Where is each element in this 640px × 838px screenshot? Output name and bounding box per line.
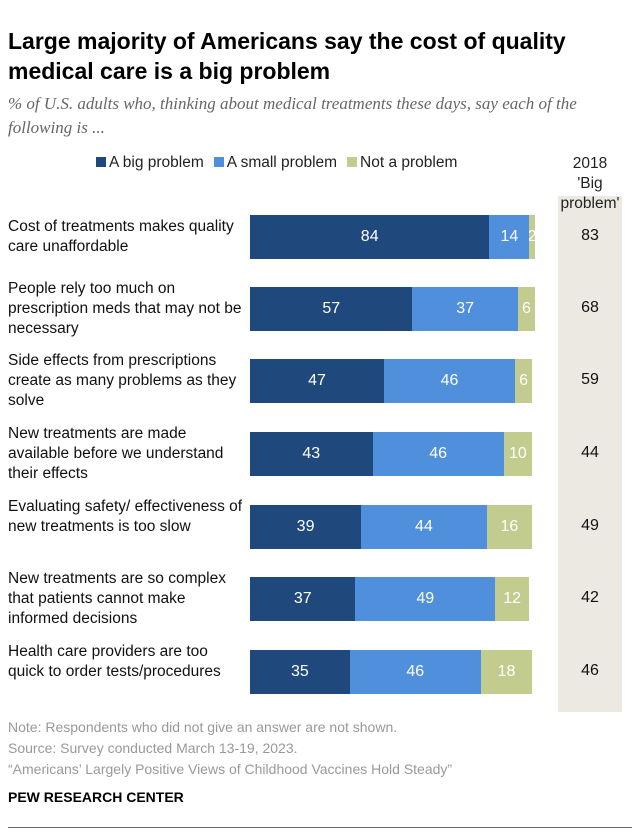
category-label: People rely too much on prescription med… xyxy=(8,280,242,337)
value-2018: 46 xyxy=(581,662,599,679)
chart-subtitle: % of U.S. adults who, thinking about med… xyxy=(8,94,577,137)
bar-segment: 84 xyxy=(250,215,490,259)
legend-item-big: A big problem xyxy=(96,154,204,172)
legend-label: Not a problem xyxy=(360,154,458,171)
column-2018-background xyxy=(558,196,622,712)
bar-segment: 46 xyxy=(372,432,504,476)
bar-segment: 47 xyxy=(250,359,384,403)
note: Note: Respondents who did not give an an… xyxy=(8,719,398,735)
bar-segment: 46 xyxy=(383,359,516,403)
source: Source: Survey conducted March 13-19, 20… xyxy=(8,740,298,756)
header-label: 'Big problem' xyxy=(560,175,620,212)
bar-segment: 12 xyxy=(495,577,530,621)
bar-segment: 16 xyxy=(486,505,533,549)
category-label: Cost of treatments makes quality care un… xyxy=(8,218,234,255)
legend-item-small: A small problem xyxy=(213,154,338,172)
bar-segment: 49 xyxy=(355,577,496,621)
chart-title: Large majority of Americans say the cost… xyxy=(8,28,566,84)
legend-label: A small problem xyxy=(226,154,338,171)
bar-segment: 10 xyxy=(503,432,533,476)
bottom-rule xyxy=(8,827,632,828)
category-label: New treatments are made available before… xyxy=(8,425,224,482)
value-2018: 44 xyxy=(581,444,599,461)
bar-segment: 2 xyxy=(529,215,535,259)
value-2018: 68 xyxy=(581,299,599,316)
legend: A big problem A small problem Not a prob… xyxy=(96,154,457,172)
bar-segment: 37 xyxy=(250,577,356,621)
value-2018: 59 xyxy=(581,371,599,388)
footer-notes: Note: Respondents who did not give an an… xyxy=(8,717,452,780)
bar-segment: 46 xyxy=(349,650,481,694)
category-label: Side effects from prescriptions create a… xyxy=(8,352,237,409)
bar-segment: 44 xyxy=(361,505,487,549)
header-year: 2018 xyxy=(572,155,608,172)
value-2018: 83 xyxy=(581,227,599,244)
legend-item-not: Not a problem xyxy=(347,154,457,172)
category-label: Health care providers are too quick to o… xyxy=(8,643,221,680)
brand-logo: PEW RESEARCH CENTER xyxy=(8,789,184,805)
bar-segment: 6 xyxy=(517,287,535,331)
value-2018: 42 xyxy=(581,589,599,606)
bar-segment: 18 xyxy=(480,650,533,694)
bar-segment: 35 xyxy=(250,650,350,694)
column-2018-header: 2018 'Big problem' xyxy=(550,154,630,214)
bar-segment: 14 xyxy=(489,215,530,259)
legend-label: A big problem xyxy=(109,154,204,171)
bar-segment: 6 xyxy=(515,359,533,403)
bar-segment: 43 xyxy=(250,432,373,476)
category-label: Evaluating safety/ effectiveness of new … xyxy=(8,498,243,535)
report-title: “Americans’ Largely Positive Views of Ch… xyxy=(8,761,453,777)
bar-segment: 39 xyxy=(250,505,362,549)
category-label: New treatments are so complex that patie… xyxy=(8,570,226,627)
bar-segment: 57 xyxy=(250,287,413,331)
value-2018: 49 xyxy=(581,517,599,534)
bar-segment: 37 xyxy=(412,287,518,331)
